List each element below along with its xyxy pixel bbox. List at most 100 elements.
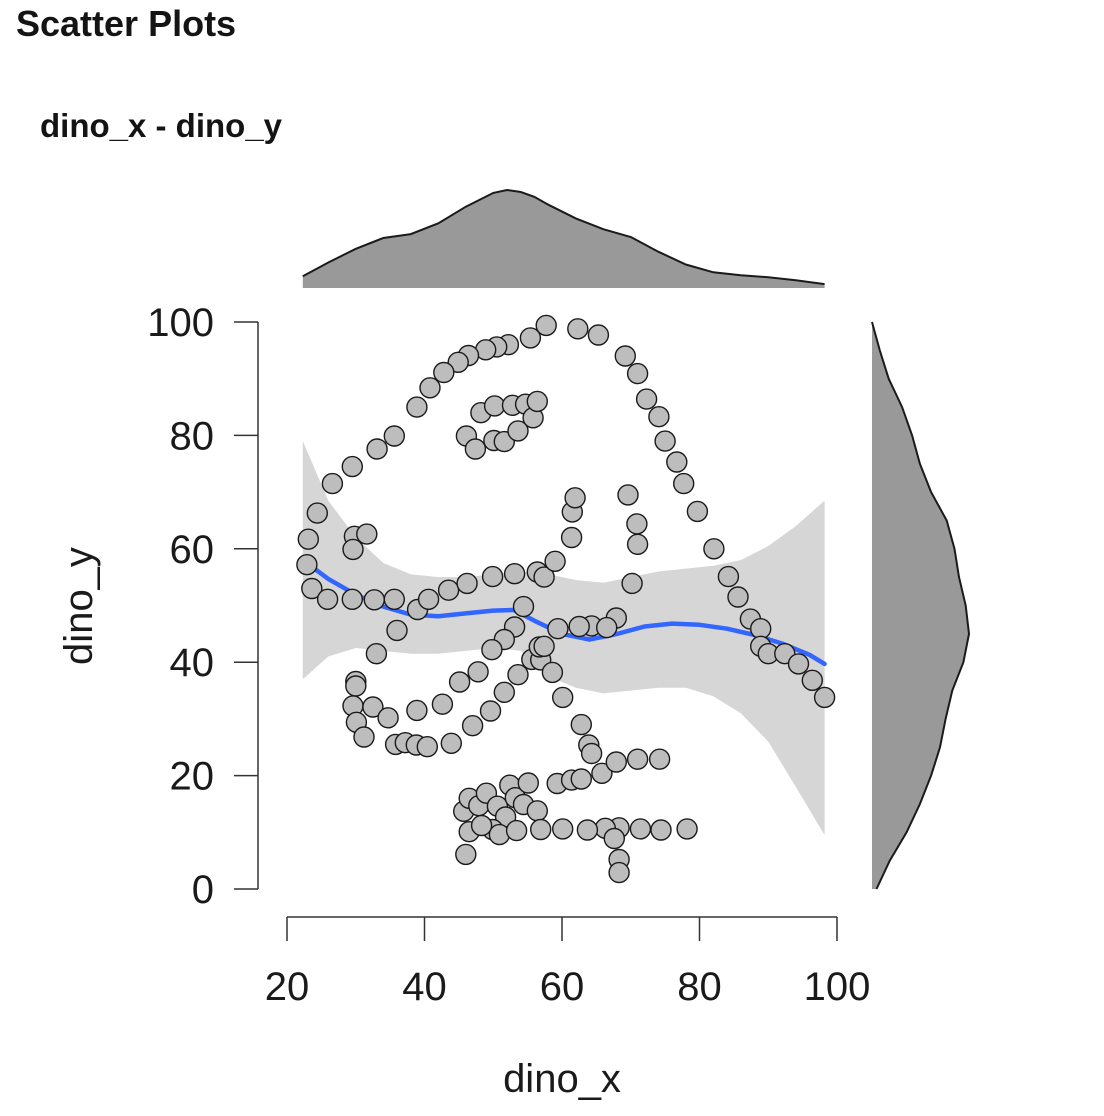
data-point [377,707,399,729]
y-density-curve [871,321,971,890]
data-point [541,661,564,684]
data-point [727,586,749,608]
data-point [587,324,610,346]
data-point [507,420,529,442]
data-point [479,700,502,722]
y-tick-label: 0 [192,868,214,912]
data-point [544,550,566,572]
confidence-band-layer [302,441,825,836]
y-density-area [872,322,969,889]
x-tick-label: 20 [265,965,310,1009]
data-point [526,390,548,413]
data-point [717,565,740,588]
data-point [356,523,378,545]
data-point [666,451,688,473]
data-point [676,818,698,840]
data-point [341,588,363,610]
data-point [456,572,478,595]
data-point [530,818,552,841]
data-point [306,502,328,524]
data-point [568,615,590,638]
data-point [801,669,823,691]
data-point [353,726,375,748]
y-axis-title: dino_y [57,547,101,665]
data-point [626,362,649,385]
plot-title: dino_x - dino_y [40,107,283,144]
data-point [363,589,385,611]
data-point [567,318,589,340]
data-point [552,686,574,709]
data-point [517,772,539,794]
y-tick-label: 80 [170,414,215,458]
data-point [493,681,515,703]
data-point [297,528,319,550]
data-point [433,361,455,384]
data-point [686,500,709,523]
data-point [483,395,506,417]
data-point [366,438,388,460]
data-point [505,819,528,842]
data-point [564,487,586,509]
data-point [654,430,676,452]
x-tick-label: 80 [677,965,722,1009]
data-point [547,618,569,640]
y-tick-label: 60 [170,528,215,572]
data-point [519,327,542,349]
data-point [703,538,725,560]
data-point [383,425,405,447]
data-point [535,314,557,337]
data-point [448,671,471,693]
data-point [447,351,469,373]
data-points [296,314,836,884]
data-point [301,577,323,600]
data-point [533,635,555,657]
data-point [503,563,526,585]
y-tick-label: 100 [147,301,214,345]
data-point [629,818,652,840]
x-axis-title: dino_x [503,1057,621,1101]
data-point [341,455,363,478]
y-marginal-density [871,321,971,890]
data-point [416,736,438,758]
data-point [406,699,428,722]
data-point [365,643,388,665]
x-tick-label: 40 [402,965,447,1009]
data-point [467,661,489,683]
data-point [596,616,618,639]
data-point [580,742,603,765]
data-point [626,513,648,535]
x-density-area [302,190,825,288]
data-point [533,566,555,588]
data-point [635,388,658,410]
data-point [431,693,454,715]
data-point [362,696,384,718]
x-axis: 20 40 60 80 100 [265,916,871,1009]
x-marginal-density [302,188,825,288]
data-point [481,565,504,588]
data-point [383,588,405,610]
confidence-band [302,441,825,836]
data-point [440,732,462,754]
data-point [345,675,367,697]
data-point [552,818,574,840]
x-tick-label: 100 [804,965,871,1009]
data-point [526,800,548,822]
data-point [437,579,460,601]
x-density-curve [302,188,825,286]
data-point [296,554,318,576]
data-point [342,538,364,561]
data-point [605,751,627,773]
y-tick-label: 20 [170,755,215,799]
data-point [512,595,535,618]
data-point [673,472,695,495]
x-tick-label: 60 [540,965,585,1009]
data-point [650,819,672,841]
data-point [406,396,428,418]
data-point [481,639,503,661]
data-point [626,748,649,770]
data-point [560,526,583,549]
data-point [417,588,440,610]
data-point [621,572,643,595]
data-point [464,438,487,460]
